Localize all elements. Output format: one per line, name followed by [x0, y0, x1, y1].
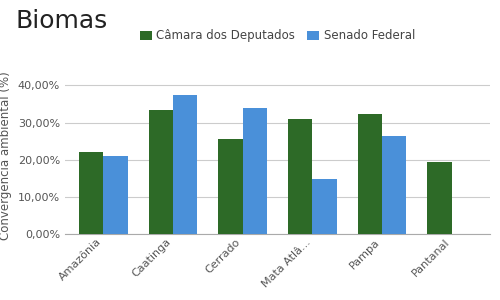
- Legend: Câmara dos Deputados, Senado Federal: Câmara dos Deputados, Senado Federal: [135, 25, 420, 47]
- Bar: [312, 179, 336, 234]
- Bar: [173, 95, 198, 234]
- Bar: [288, 119, 312, 234]
- Bar: [428, 162, 452, 234]
- Bar: [79, 152, 104, 234]
- Bar: [148, 110, 173, 234]
- Bar: [242, 109, 267, 234]
- Bar: [382, 136, 406, 234]
- Bar: [358, 114, 382, 234]
- Text: Biomas: Biomas: [15, 9, 107, 33]
- Bar: [218, 139, 242, 234]
- Y-axis label: Convergência ambiental (%): Convergência ambiental (%): [0, 72, 12, 240]
- Bar: [104, 156, 128, 234]
